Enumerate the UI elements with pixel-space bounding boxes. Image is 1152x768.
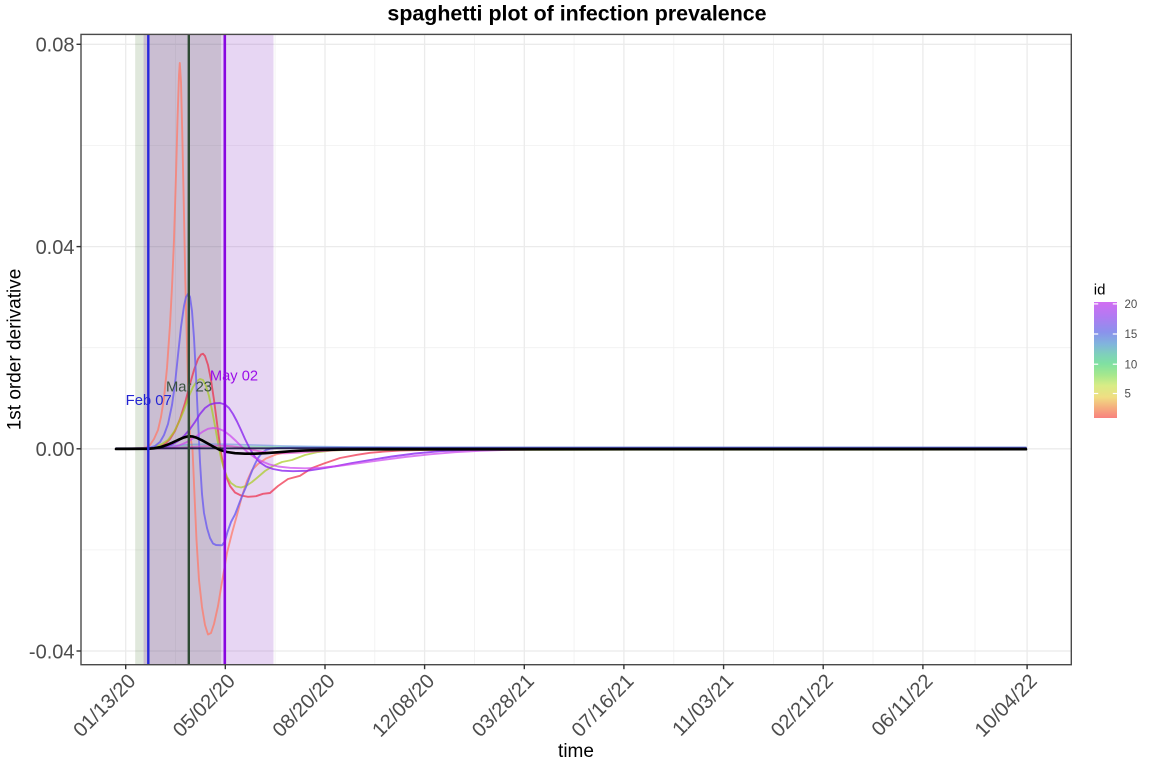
svg-text:0.00: 0.00 — [36, 439, 75, 461]
svg-text:0.08: 0.08 — [36, 35, 75, 57]
svg-text:15: 15 — [1125, 329, 1138, 341]
svg-text:id: id — [1094, 281, 1106, 298]
svg-text:Mar 23: Mar 23 — [166, 380, 212, 396]
svg-text:-0.04: -0.04 — [29, 641, 75, 663]
svg-text:time: time — [558, 741, 594, 762]
svg-text:5: 5 — [1125, 389, 1131, 401]
svg-text:May 02: May 02 — [210, 369, 258, 385]
svg-text:1st order derivative: 1st order derivative — [5, 269, 26, 431]
svg-text:10: 10 — [1125, 359, 1138, 371]
svg-text:0.04: 0.04 — [36, 237, 75, 259]
svg-text:Feb 07: Feb 07 — [126, 393, 172, 409]
svg-text:spaghetti plot of infection pr: spaghetti plot of infection prevalence — [387, 2, 766, 26]
svg-text:20: 20 — [1125, 299, 1138, 311]
